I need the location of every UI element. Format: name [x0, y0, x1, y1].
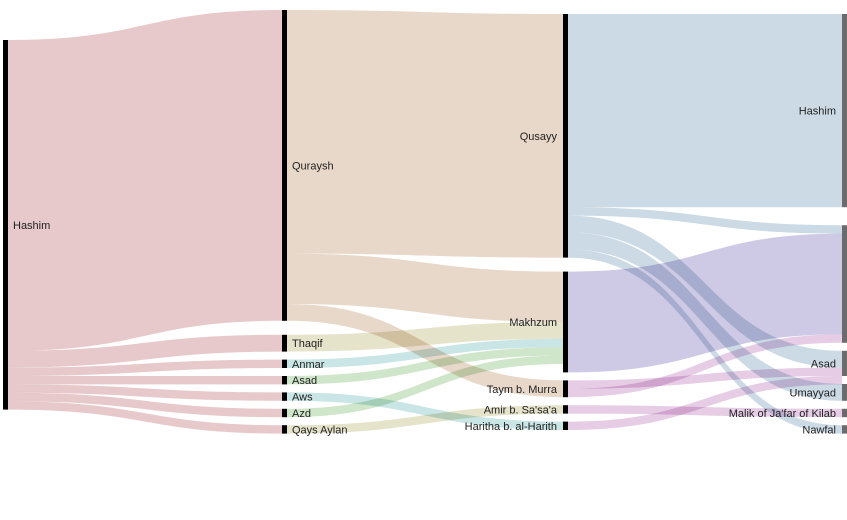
- node-bar: [282, 408, 287, 418]
- node-bar: [842, 14, 847, 208]
- flow-link: [568, 334, 842, 398]
- node-bar: [842, 408, 847, 418]
- flow-link: [8, 401, 282, 434]
- sankey-labels: Hashim Quraysh Thaqif Anmar Asad Aws Azd Qays A…: [13, 106, 836, 437]
- flow-link: [287, 10, 563, 258]
- node-label: Qusayy: [520, 131, 558, 143]
- node-label: Asad: [811, 358, 836, 370]
- node-bar: [563, 380, 568, 398]
- node-bar: [3, 40, 8, 410]
- flow-link: [8, 384, 282, 401]
- node-label: Anmar: [292, 359, 325, 371]
- flow-link: [287, 405, 563, 434]
- node-bar: [563, 405, 568, 414]
- node-label: Quraysh: [292, 160, 334, 172]
- flow-link: [8, 359, 282, 376]
- flow-link: [8, 10, 282, 351]
- flow-link: [8, 376, 282, 385]
- node-bar: [282, 334, 287, 352]
- node-bar: [282, 425, 287, 434]
- flow-link: [287, 338, 563, 368]
- node-label: Taym b. Murra: [487, 384, 558, 396]
- node-bar: [282, 392, 287, 401]
- node-bar: [842, 350, 847, 376]
- node-label: Aws: [292, 392, 313, 404]
- node-label: Asad: [292, 375, 317, 387]
- node-label: Hashim: [799, 106, 836, 118]
- flow-link: [568, 233, 842, 373]
- node-label: Haritha b. al-Harith: [465, 421, 557, 433]
- flow-link: [568, 376, 842, 430]
- node-label: Thaqif: [292, 338, 324, 350]
- flow-link: [8, 334, 282, 368]
- sankey-links: [8, 10, 842, 434]
- node-label: Umayyad: [790, 387, 836, 399]
- node-label: Makhzum: [509, 317, 557, 329]
- flow-link: [568, 405, 842, 418]
- node-bar: [842, 384, 847, 401]
- flow-link: [568, 14, 842, 208]
- node-label: Qays Aylan: [292, 424, 347, 436]
- node-label: Hashim: [13, 220, 50, 232]
- flow-link: [8, 392, 282, 418]
- node-label: Malik of Ja'far of Kilab: [729, 408, 836, 420]
- node-label: Nawfal: [802, 424, 836, 436]
- node-bar: [563, 14, 568, 258]
- flow-link: [287, 322, 563, 352]
- flow-link: [287, 347, 563, 385]
- flow-link: [568, 207, 842, 234]
- node-bar: [282, 359, 287, 368]
- flow-link: [287, 253, 563, 322]
- node-bar: [842, 425, 847, 434]
- node-bar: [282, 376, 287, 385]
- node-label: Amir b. Sa'sa'a: [484, 404, 558, 416]
- node-bar: [282, 10, 287, 321]
- node-bar: [563, 421, 568, 430]
- node-bar: [842, 225, 847, 343]
- node-label: Azd: [292, 408, 311, 420]
- flow-link: [287, 355, 563, 418]
- sankey-nodes: [3, 10, 847, 434]
- node-bar: [563, 271, 568, 373]
- flow-link: [287, 392, 563, 430]
